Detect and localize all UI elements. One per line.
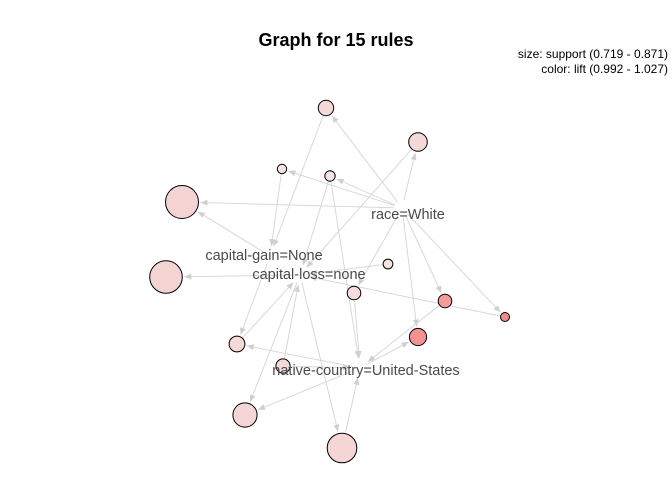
item-label-layer: race=White capital-gain=None capital-los… xyxy=(205,207,459,379)
edge-race-r1 xyxy=(331,115,398,202)
rule-node-r13 xyxy=(275,358,291,374)
edge-r2-loss xyxy=(306,149,412,268)
item-label-race: race=White xyxy=(371,207,445,223)
edge-r13-country xyxy=(291,364,351,371)
edge-r7-loss xyxy=(309,275,500,317)
edge-r11-country xyxy=(354,300,362,359)
rule-node-layer xyxy=(149,99,510,464)
item-label-capital-loss: capital-loss=none xyxy=(252,267,365,283)
edge-country-r14 xyxy=(257,370,353,411)
legend-color: color: lift (0.992 - 1.027) xyxy=(541,62,668,76)
edge-r3-gain xyxy=(269,174,282,247)
rule-node-r6 xyxy=(149,260,183,294)
edge-race-r9 xyxy=(404,215,442,294)
edge-race-r3 xyxy=(288,170,395,206)
edge-r12-loss xyxy=(242,282,294,338)
graph-title: Graph for 15 rules xyxy=(258,30,413,50)
edge-loss-r14 xyxy=(249,282,298,403)
edge-gain-r5 xyxy=(197,211,264,253)
rule-node-r12 xyxy=(228,335,246,353)
rule-node-r11 xyxy=(346,285,362,301)
edge-race-r11 xyxy=(357,214,399,286)
edge-r15-country xyxy=(345,377,360,433)
item-label-native-country: native-country=United-States xyxy=(272,363,459,379)
edge-country-r10 xyxy=(366,341,409,365)
rule-node-r10 xyxy=(408,327,428,347)
edge-r8-loss xyxy=(309,264,383,276)
rule-node-r4 xyxy=(324,170,336,182)
rule-node-r1 xyxy=(317,99,335,117)
edge-r4-loss xyxy=(302,181,329,266)
rule-node-r7 xyxy=(500,312,510,322)
edge-r4-country xyxy=(330,182,361,359)
rule-node-r14 xyxy=(232,402,258,428)
edge-race-r7 xyxy=(407,213,501,313)
item-label-capital-gain: capital-gain=None xyxy=(205,248,322,264)
edge-r13-loss xyxy=(284,284,300,359)
edge-loss-r6 xyxy=(184,273,293,280)
legend-size: size: support (0.719 - 0.871) xyxy=(518,47,668,61)
rule-node-r5 xyxy=(165,185,199,219)
rule-node-r15 xyxy=(326,432,358,464)
edge-r9-country xyxy=(367,305,440,363)
rule-node-r9 xyxy=(437,293,453,309)
edge-country-r12 xyxy=(246,344,353,367)
edge-loss-r15 xyxy=(301,282,340,432)
edge-race-r5 xyxy=(200,199,395,209)
rule-node-r2 xyxy=(408,132,428,152)
rule-node-r8 xyxy=(382,258,394,270)
edge-layer xyxy=(184,115,501,433)
edge-race-r2 xyxy=(403,152,417,201)
edge-race-r4 xyxy=(336,178,395,206)
rule-node-r3 xyxy=(276,163,288,175)
edge-gain-r12 xyxy=(240,263,268,335)
edge-race-r10 xyxy=(402,215,419,327)
edge-r1-gain xyxy=(273,116,324,247)
